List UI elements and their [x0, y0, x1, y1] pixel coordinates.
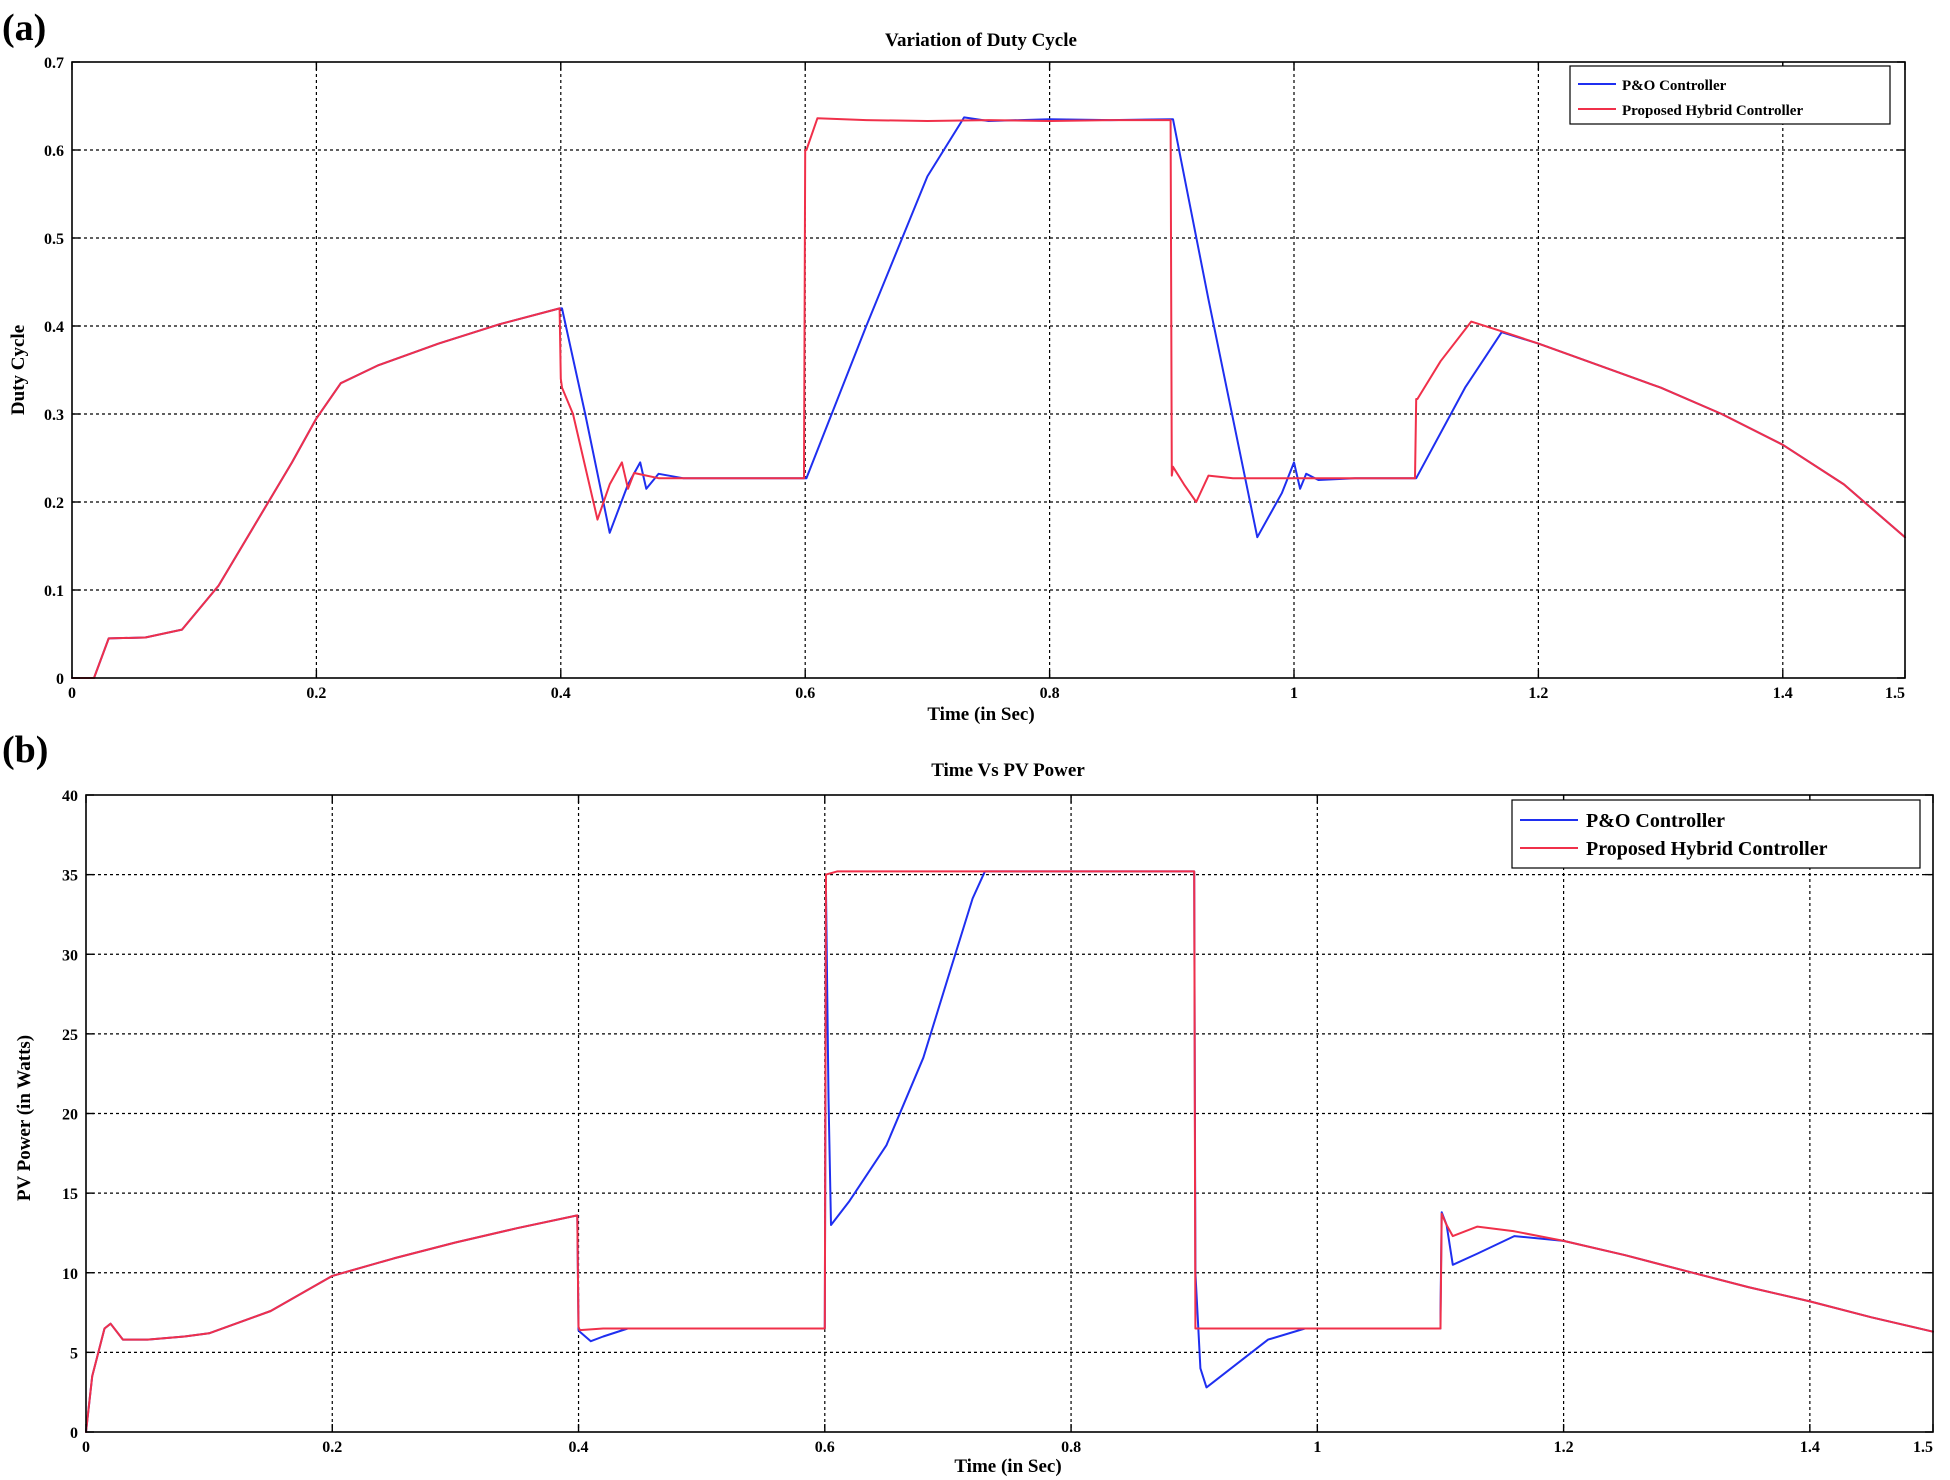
y-tick-label: 0.5 [44, 231, 64, 248]
series-line-po [85, 870, 1934, 1433]
y-tick-label: 0 [56, 671, 64, 688]
y-tick-label: 0.2 [44, 495, 64, 512]
grid [86, 795, 1933, 1432]
legend-label-hybrid: Proposed Hybrid Controller [1586, 838, 1828, 860]
x-tick-label: 0 [68, 685, 76, 702]
x-tick-label: 1 [1313, 1439, 1321, 1456]
panel-label-b: (b) [2, 729, 48, 771]
y-tick-label: 25 [62, 1027, 78, 1044]
y-tick-label: 0.7 [44, 55, 64, 72]
x-tick-label: 1.4 [1773, 685, 1793, 702]
x-axis-label: Time (in Sec) [954, 1456, 1061, 1477]
y-tick-label: 0.4 [44, 319, 64, 336]
y-tick-label: 0.1 [44, 583, 64, 600]
legend-box [1569, 65, 1891, 125]
x-tick-label: 1.5 [1885, 685, 1905, 702]
x-tick-label: 0.6 [795, 685, 815, 702]
x-tick-label: 1.2 [1528, 685, 1548, 702]
series-line-hybrid [71, 117, 1906, 679]
panel-label-a: (a) [2, 7, 46, 49]
y-tick-label: 15 [62, 1186, 78, 1203]
ticks: 0 0.2 0.4 0.6 0.8 1 1.2 1.4 1.5 0 0.1 0.2 0.3 0.4 0.5 0… [44, 55, 1906, 702]
y-tick-label: 0.6 [44, 143, 64, 160]
chart-title: Time Vs PV Power [931, 760, 1085, 781]
y-tick-label: 0.3 [44, 407, 64, 424]
x-tick-label: 0 [82, 1439, 90, 1456]
y-tick-label: 0 [70, 1425, 78, 1442]
legend-box [1511, 799, 1921, 869]
x-tick-label: 1.4 [1800, 1439, 1820, 1456]
x-tick-label: 0.2 [306, 685, 326, 702]
x-tick-label: 0.4 [551, 685, 571, 702]
series-line-hybrid [85, 870, 1934, 1433]
x-tick-label: 0.8 [1040, 685, 1060, 702]
grid [72, 62, 1905, 678]
x-tick-label: 1 [1290, 685, 1298, 702]
y-tick-label: 35 [62, 868, 78, 885]
plot-frame [71, 61, 1906, 679]
y-axis-label: PV Power (in Watts) [14, 1035, 35, 1201]
duty-cycle-chart: (a) Variation of Duty Cycle Time (in Sec… [2, 7, 1906, 725]
chart-title: Variation of Duty Cycle [885, 30, 1077, 51]
legend: P&O Controller Proposed Hybrid Controlle… [1511, 799, 1921, 869]
y-tick-label: 5 [70, 1345, 78, 1362]
y-axis-label: Duty Cycle [8, 325, 29, 415]
series-line-po [71, 116, 1906, 679]
y-tick-label: 10 [62, 1266, 78, 1283]
series-layer [71, 116, 1906, 679]
x-tick-label: 0.2 [322, 1439, 342, 1456]
x-tick-label: 0.4 [569, 1439, 589, 1456]
x-tick-label: 1.2 [1554, 1439, 1574, 1456]
y-tick-label: 20 [62, 1107, 78, 1124]
x-axis-label: Time (in Sec) [927, 704, 1034, 725]
legend-label-po: P&O Controller [1622, 78, 1727, 94]
legend: P&O Controller Proposed Hybrid Controlle… [1569, 65, 1891, 125]
x-tick-label: 1.5 [1913, 1439, 1933, 1456]
series-layer [85, 870, 1934, 1433]
legend-label-po: P&O Controller [1586, 810, 1725, 832]
legend-label-hybrid: Proposed Hybrid Controller [1622, 103, 1803, 119]
x-tick-label: 0.8 [1061, 1439, 1081, 1456]
pv-power-chart: (b) Time Vs PV Power Time (in Sec) PV Po… [2, 729, 1934, 1477]
y-tick-label: 40 [62, 788, 78, 805]
x-tick-label: 0.6 [815, 1439, 835, 1456]
y-tick-label: 30 [62, 947, 78, 964]
ticks: 0 0.2 0.4 0.6 0.8 1 1.2 1.4 1.5 0 5 10 15 20 25 30 35 40 [62, 788, 1934, 1456]
